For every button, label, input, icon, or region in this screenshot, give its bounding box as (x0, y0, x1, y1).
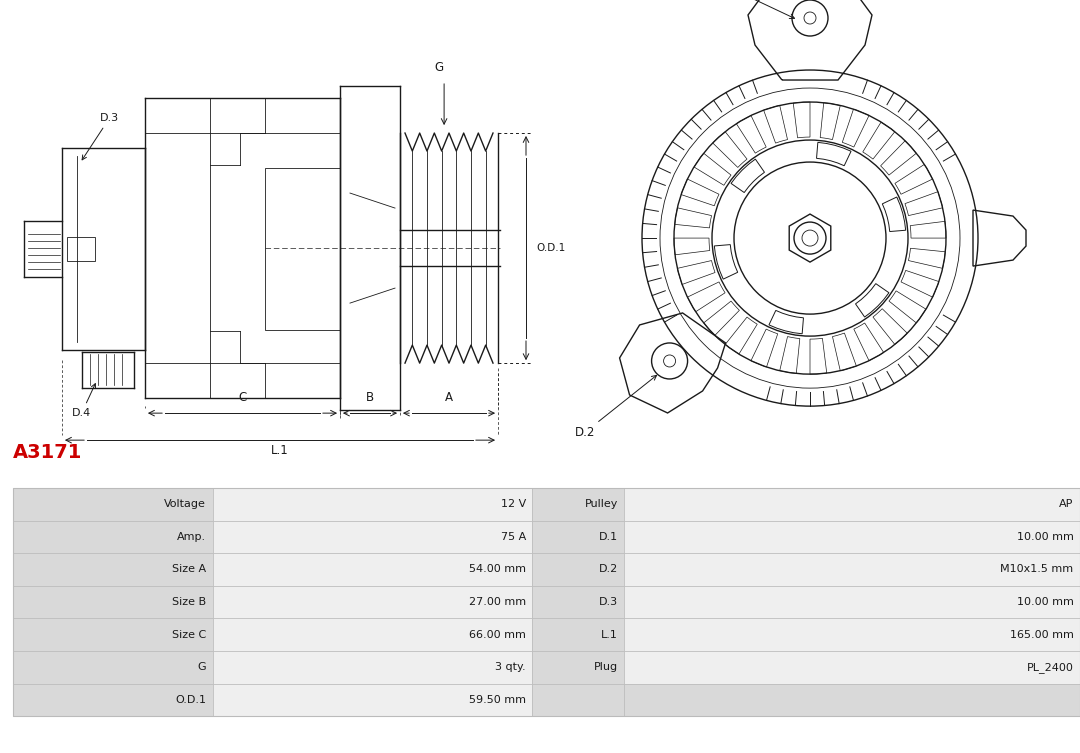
Text: AP: AP (1059, 499, 1074, 509)
Text: O.D.1: O.D.1 (536, 243, 565, 253)
Text: D.3: D.3 (598, 597, 618, 607)
Text: G: G (198, 662, 206, 672)
Text: D.2: D.2 (575, 376, 657, 439)
Text: 12 V: 12 V (501, 499, 526, 509)
Text: M10x1.5 mm: M10x1.5 mm (1000, 565, 1074, 575)
Text: L.1: L.1 (271, 444, 288, 457)
Text: A3171: A3171 (13, 443, 82, 462)
Text: Amp.: Amp. (177, 532, 206, 542)
Text: 75 A: 75 A (501, 532, 526, 542)
Bar (265, 168, 340, 330)
Text: D.4: D.4 (72, 383, 95, 418)
Text: 10.00 mm: 10.00 mm (1016, 597, 1074, 607)
Text: D.1: D.1 (598, 532, 618, 542)
Text: Size B: Size B (172, 597, 206, 607)
Text: 10.00 mm: 10.00 mm (1016, 532, 1074, 542)
Text: Plug: Plug (594, 662, 618, 672)
Text: 165.00 mm: 165.00 mm (1010, 630, 1074, 639)
Text: D.1: D.1 (685, 0, 795, 19)
Text: Voltage: Voltage (164, 499, 206, 509)
Text: Size C: Size C (172, 630, 206, 639)
Text: 27.00 mm: 27.00 mm (469, 597, 526, 607)
Text: 59.50 mm: 59.50 mm (469, 695, 526, 705)
Text: 54.00 mm: 54.00 mm (469, 565, 526, 575)
Text: Size A: Size A (172, 565, 206, 575)
Text: A: A (445, 391, 453, 404)
Text: B: B (366, 391, 374, 404)
Bar (67, 237, 95, 261)
Text: L.1: L.1 (600, 630, 618, 639)
Text: D.3: D.3 (82, 113, 119, 160)
Text: 66.00 mm: 66.00 mm (469, 630, 526, 639)
Text: PL_2400: PL_2400 (1027, 662, 1074, 672)
Text: Pulley: Pulley (584, 499, 618, 509)
Text: O.D.1: O.D.1 (175, 695, 206, 705)
Text: G: G (434, 61, 444, 74)
Text: 3 qty.: 3 qty. (496, 662, 526, 672)
Text: D.2: D.2 (598, 565, 618, 575)
Text: C: C (239, 391, 246, 404)
